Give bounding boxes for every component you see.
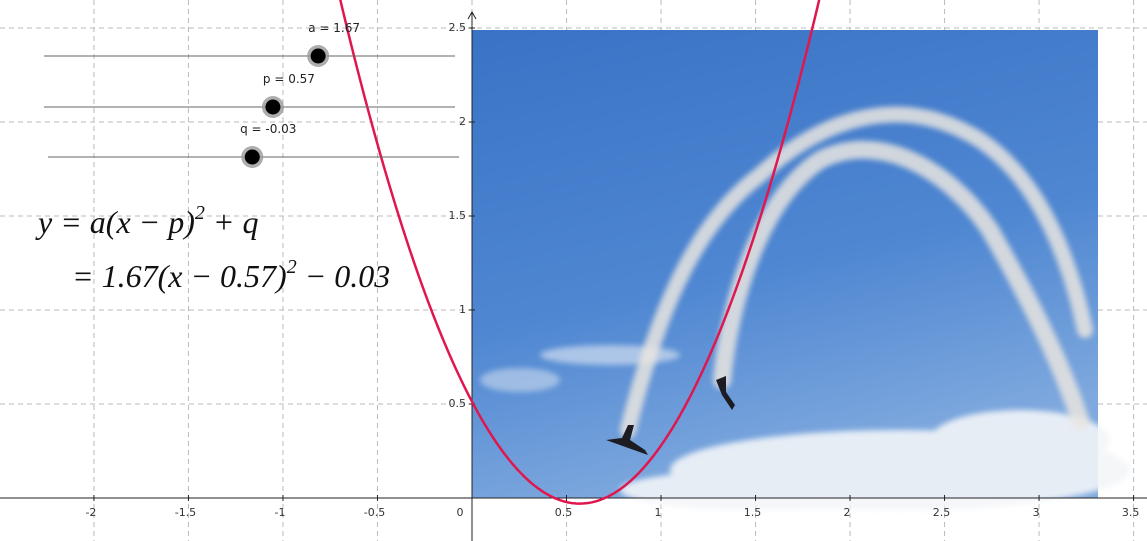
page: -2 -1.5 -1 -0.5 0 0.5 1 1.5 2 2.5 3 3.5 0.5 1 1.5 2 2.5 a… [0,0,1147,541]
x-tick-label: 0 [456,506,463,519]
exponent: 2 [195,202,205,224]
x-tick-label: 3.5 [1122,506,1140,519]
slider-point-core [245,150,260,165]
formula-line: y = a(x − p)2 + q [35,202,259,240]
formula-part: y = a(x − p) [35,204,195,240]
formula-part: − 0.03 [297,258,391,294]
x-tick-label: 0.5 [555,506,573,519]
y-tick-label: 2.5 [448,21,466,34]
y-tick-label: 1 [459,303,466,316]
x-tick-label: -1 [274,506,285,519]
x-tick-label: 1.5 [744,506,762,519]
x-tick-label: 1 [655,506,662,519]
x-tick-label: 3 [1033,506,1040,519]
formula-part: = 1.67(x − 0.57) [72,258,287,294]
formula-line: = 1.67(x − 0.57)2 − 0.03 [72,256,390,294]
slider-point-core [311,49,326,64]
y-tick-label: 1.5 [448,209,466,222]
y-tick-label: 2 [459,115,466,128]
exponent: 2 [287,256,297,278]
slider-label: a = 1.67 [308,21,360,35]
formula-part: + q [205,204,259,240]
photo [472,30,1130,510]
x-tick-label: 2 [844,506,851,519]
slider-point-core [265,100,280,115]
slider-label: q = -0.03 [240,122,296,136]
x-tick-label: 2.5 [933,506,951,519]
x-tick-label: -2 [85,506,96,519]
slider-label: p = 0.57 [263,72,315,86]
y-tick-label: 0.5 [448,397,466,410]
x-tick-label: -0.5 [364,506,385,519]
graphics-view: -2 -1.5 -1 -0.5 0 0.5 1 1.5 2 2.5 3 3.5 0.5 1 1.5 2 2.5 a… [0,0,1147,541]
x-tick-label: -1.5 [175,506,196,519]
